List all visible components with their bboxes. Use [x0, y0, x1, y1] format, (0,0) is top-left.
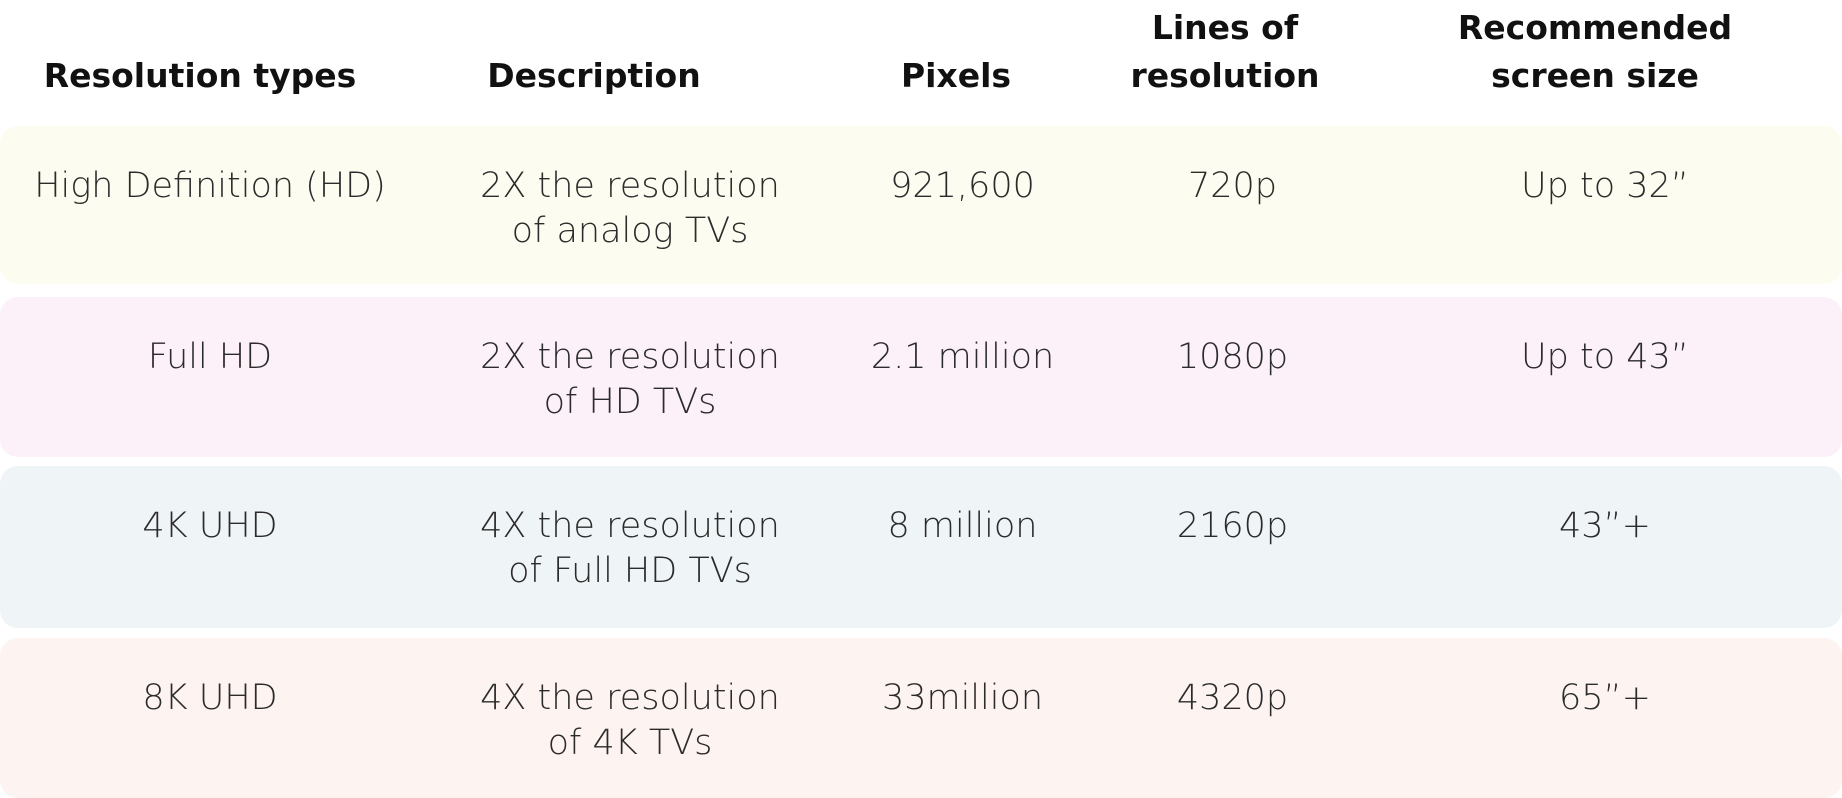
cell-description-text: 4X the resolution of 4K TVs [480, 678, 780, 763]
table-row: High Definition (HD) 2X the resolution of… [0, 126, 1842, 284]
cell-description: 2X the resolution of analog TVs [430, 126, 830, 284]
cell-pixels: 33million [850, 638, 1075, 798]
cell-resolution-type-text: 4K UHD [142, 506, 278, 546]
cell-lines-of-resolution: 1080p [1100, 297, 1365, 457]
cell-screen-size-text: Up to 43” [1521, 337, 1689, 377]
header-resolution-types: Resolution types [43, 56, 357, 95]
cell-description-text: 4X the resolution of Full HD TVs [480, 506, 780, 591]
cell-pixels-text: 921,600 [890, 166, 1035, 206]
header-description: Description [487, 56, 701, 95]
cell-screen-size-text: 65”+ [1559, 678, 1651, 718]
cell-pixels: 921,600 [850, 126, 1075, 284]
table-row: Full HD 2X the resolution of HD TVs 2.1 mi… [0, 297, 1842, 457]
table-row: 4K UHD 4X the resolution of Full HD TVs 8 … [0, 466, 1842, 628]
cell-lines-of-resolution-text: 720p [1187, 166, 1278, 206]
cell-lines-of-resolution: 720p [1100, 126, 1365, 284]
cell-screen-size: Up to 32” [1420, 126, 1790, 284]
cell-pixels-text: 33million [881, 678, 1044, 718]
header-pixels: Pixels [900, 56, 1012, 95]
cell-resolution-type-text: High Definition (HD) [34, 166, 386, 206]
cell-description-text: 2X the resolution of analog TVs [480, 166, 780, 251]
cell-pixels: 8 million [850, 466, 1075, 628]
cell-lines-of-resolution-text: 1080p [1176, 337, 1289, 377]
cell-description: 4X the resolution of 4K TVs [430, 638, 830, 798]
cell-screen-size-text: 43”+ [1559, 506, 1651, 546]
cell-pixels-text: 8 million [887, 506, 1038, 546]
cell-resolution-type: 4K UHD [0, 466, 420, 628]
cell-resolution-type: Full HD [0, 297, 420, 457]
cell-lines-of-resolution: 2160p [1100, 466, 1365, 628]
cell-resolution-type-text: Full HD [147, 337, 273, 377]
cell-pixels-text: 2.1 million [870, 337, 1055, 377]
cell-description-text: 2X the resolution of HD TVs [480, 337, 780, 422]
cell-resolution-type: 8K UHD [0, 638, 420, 798]
cell-screen-size: 65”+ [1420, 638, 1790, 798]
cell-lines-of-resolution-text: 4320p [1176, 678, 1289, 718]
cell-resolution-type: High Definition (HD) [0, 126, 420, 284]
cell-pixels: 2.1 million [850, 297, 1075, 457]
cell-screen-size-text: Up to 32” [1521, 166, 1689, 206]
cell-screen-size: Up to 43” [1420, 297, 1790, 457]
cell-resolution-type-text: 8K UHD [142, 678, 278, 718]
header-lines-of-resolution: Lines of resolution [1130, 8, 1320, 95]
cell-description: 4X the resolution of Full HD TVs [430, 466, 830, 628]
header-recommended-screen-size: Recommended screen size [1457, 8, 1733, 95]
table-row: 8K UHD 4X the resolution of 4K TVs 33milli… [0, 638, 1842, 798]
table-header-row: Resolution types Description Pixels Line… [0, 0, 1842, 122]
cell-lines-of-resolution-text: 2160p [1176, 506, 1289, 546]
cell-screen-size: 43”+ [1420, 466, 1790, 628]
cell-description: 2X the resolution of HD TVs [430, 297, 830, 457]
cell-lines-of-resolution: 4320p [1100, 638, 1365, 798]
